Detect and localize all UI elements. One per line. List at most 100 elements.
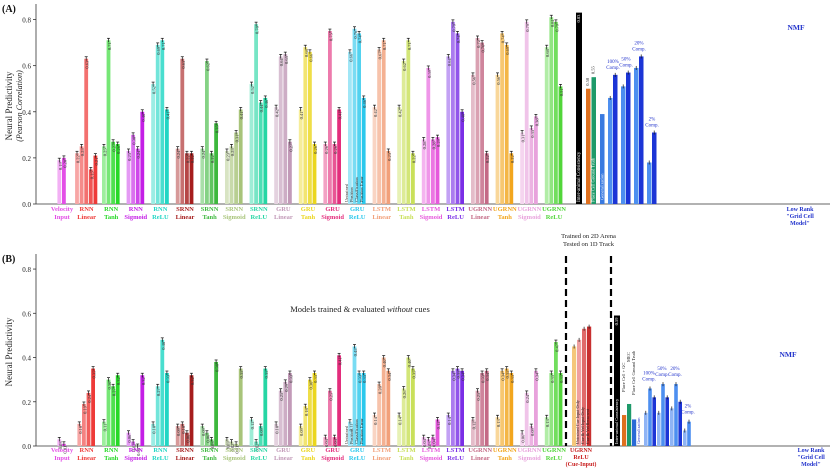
activation-label: Linear — [176, 455, 195, 462]
bar-ugrnn-linear — [471, 419, 475, 446]
activation-label: Tanh — [399, 455, 414, 462]
data-label: 0.26 — [324, 145, 329, 154]
bar-lstm-relu — [446, 56, 451, 205]
data-label: 0.09 — [299, 427, 304, 436]
data-label: 0.34 — [387, 372, 392, 381]
bar-ugrnn-tanh — [495, 417, 500, 446]
data-label: 0.41 — [338, 357, 343, 365]
data-label: 0.35 — [505, 370, 510, 379]
data-label: 0.22 — [190, 155, 195, 163]
bar-lstm-sigmoid — [421, 139, 426, 204]
data-label: 0.38 — [215, 363, 220, 372]
activation-label: ReLU — [546, 214, 563, 221]
bar-gru-tanh — [303, 406, 308, 446]
model-label: Velocity — [51, 447, 74, 454]
data-label: 0.00 — [136, 447, 141, 456]
data-label: 0.64 — [447, 58, 452, 67]
model-label: LSTM — [446, 206, 464, 213]
model-label: SRNN — [176, 447, 194, 454]
bar-rnn-tanh — [111, 141, 115, 204]
nmf-comp-label: Comp. — [681, 411, 694, 416]
nmf-bar — [613, 74, 618, 204]
gru-relu-label: Position Error — [359, 176, 364, 202]
activation-label: Input — [54, 455, 70, 462]
bar-lstm-tanh — [397, 107, 401, 204]
bar-gru-relu — [357, 373, 361, 446]
nmf-pct-label: 2% — [649, 118, 656, 123]
activation-label: Tanh — [202, 214, 217, 221]
activation-label: Sigmoid — [518, 455, 541, 462]
data-label: 0.71 — [107, 42, 112, 50]
bar-lstm-relu — [455, 33, 460, 205]
data-label: 0.14 — [398, 416, 403, 425]
activation-label: Tanh — [498, 455, 513, 462]
place-cell-prefix: Place Cell + GC — [621, 363, 626, 392]
nmf-bar — [652, 132, 657, 204]
bar-gru-linear — [288, 141, 292, 204]
place-cell-prefix-2: MEC — [626, 352, 631, 362]
activation-label: ReLU — [546, 455, 563, 462]
activation-label: Linear — [471, 214, 490, 221]
bar-gru-tanh — [312, 144, 317, 204]
data-label: 0.63 — [85, 60, 90, 69]
data-label: 0.20 — [62, 159, 67, 168]
place-cell-value: 0.50 — [585, 77, 590, 86]
bar-srnn-relu — [254, 24, 258, 205]
bar-gru-tanh — [298, 426, 303, 446]
model-label: GRU — [325, 447, 340, 454]
data-label: 0.42 — [373, 109, 378, 117]
extra-label-1: UGRNN — [570, 448, 593, 454]
bar-ugrnn-sigmoid — [520, 132, 524, 204]
data-label: 0.10 — [181, 425, 186, 434]
activation-label: ReLU — [349, 214, 366, 221]
model-label: LSTM — [397, 447, 415, 454]
model-label: UGRNN — [493, 206, 517, 213]
bar-srnn-tanh — [200, 148, 205, 204]
bar-srnn-sigmoid — [238, 368, 243, 446]
data-label: 0.40 — [141, 113, 146, 122]
nmf-comp-label: Comp. — [632, 47, 645, 52]
nmf-bar — [683, 430, 687, 446]
bar-srnn-linear — [180, 58, 185, 204]
data-label: 0.33 — [288, 374, 293, 383]
bar-gru-sigmoid — [323, 144, 328, 204]
bar-ugrnn-sigmoid — [520, 432, 524, 446]
bar-rnn-relu — [160, 339, 165, 446]
data-label: 0.81 — [550, 19, 555, 27]
data-label: 0.10 — [78, 425, 83, 434]
panel-label: (A) — [2, 4, 16, 15]
inter-animal-label: Inter-animal Consistency — [577, 151, 582, 202]
nmf-bar — [647, 162, 652, 204]
activation-label: Tanh — [498, 214, 513, 221]
inter-animal-value: 0.59 — [614, 317, 619, 326]
data-label: 0.04 — [431, 438, 436, 447]
activation-label: ReLU — [250, 455, 267, 462]
data-label: 0.52 — [250, 86, 255, 94]
bar-rnn-tanh — [106, 40, 111, 205]
bar-lstm-relu — [451, 370, 455, 446]
data-label: 0.12 — [471, 421, 476, 429]
bar-rnn-relu — [160, 40, 165, 205]
data-label: 0.06 — [521, 434, 526, 443]
data-label: 0.34 — [485, 372, 490, 381]
model-label: SRNN — [225, 206, 243, 213]
nmf-comp-label: Comp. — [645, 124, 658, 129]
model-label: UGRNN — [542, 206, 566, 213]
y-axis-sublabel: (Pearson Correlation) — [15, 70, 24, 142]
data-label: 0.48 — [161, 341, 166, 350]
model-label: GRU — [301, 447, 316, 454]
bar-srnn-relu — [258, 102, 263, 204]
bar-velocity-input — [57, 160, 62, 204]
data-label: 0.26 — [116, 145, 121, 154]
data-label: 0.35 — [92, 370, 97, 379]
bar-srnn-tanh — [209, 153, 214, 204]
model-label: RNN — [80, 447, 94, 454]
bar-lstm-linear — [381, 357, 386, 446]
bar-ugrnn-tanh — [509, 373, 514, 446]
activation-label: Input — [54, 214, 70, 221]
bar-lstm-tanh — [401, 388, 406, 446]
bar-gru-tanh — [303, 47, 308, 205]
nmf-comp-label: Comp. — [619, 64, 632, 69]
bar-rnn-relu — [155, 44, 160, 204]
data-label: 0.69 — [505, 46, 510, 55]
